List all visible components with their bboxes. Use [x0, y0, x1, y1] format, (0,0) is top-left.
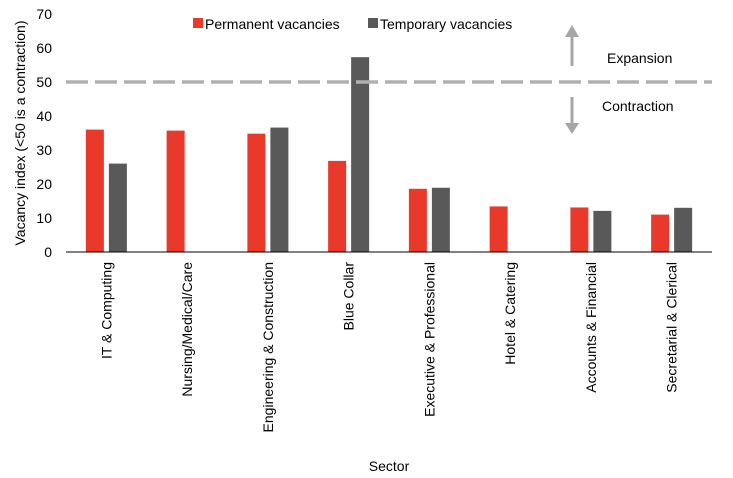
bar-permanent — [408, 188, 427, 252]
bar-marks — [85, 57, 693, 253]
x-tick-label: Hotel & Catering — [502, 262, 518, 365]
bar-permanent — [570, 207, 589, 252]
x-tick-label: Secretarial & Clerical — [664, 262, 680, 393]
x-tick-label: Blue Collar — [341, 262, 357, 331]
y-tick-label: 50 — [36, 74, 52, 90]
y-axis-title: Vacancy index (<50 is a contraction) — [12, 20, 28, 245]
y-tick-label: 10 — [36, 210, 52, 226]
bar-temporary — [351, 57, 370, 253]
y-tick-label: 60 — [36, 40, 52, 56]
bar-temporary — [431, 187, 450, 252]
up-arrow-icon — [565, 25, 579, 66]
bar-permanent — [166, 130, 185, 252]
legend-label-temporary: Temporary vacancies — [380, 16, 512, 32]
legend-swatch-temporary — [368, 18, 378, 28]
bar-permanent — [85, 129, 104, 252]
y-tick-label: 30 — [36, 142, 52, 158]
x-tick-label: Nursing/Medical/Care — [179, 262, 195, 397]
bar-temporary — [593, 210, 612, 252]
contraction-label: Contraction — [602, 98, 674, 114]
x-tick-label: Executive & Professional — [421, 262, 437, 417]
x-axis-title: Sector — [369, 458, 410, 474]
y-tick-label: 20 — [36, 176, 52, 192]
x-tick-label: Engineering & Construction — [260, 262, 276, 432]
bar-temporary — [270, 127, 289, 252]
legend: Permanent vacancies Temporary vacancies — [193, 16, 512, 32]
expansion-label: Expansion — [607, 50, 672, 66]
bar-permanent — [247, 133, 266, 252]
expansion-contraction-annotation: Expansion Contraction — [565, 25, 674, 134]
bar-temporary — [108, 163, 127, 252]
legend-label-permanent: Permanent vacancies — [205, 16, 340, 32]
y-tick-label: 40 — [36, 108, 52, 124]
legend-swatch-permanent — [193, 18, 203, 28]
y-axis-ticks: 0 10 20 30 40 50 60 70 — [36, 6, 52, 260]
bar-permanent — [651, 214, 670, 252]
x-tick-label: Accounts & Financial — [583, 262, 599, 393]
x-axis-ticks: IT & Computing Nursing/Medical/Care Engine… — [98, 262, 679, 433]
y-tick-label: 70 — [36, 6, 52, 22]
y-tick-label: 0 — [44, 244, 52, 260]
x-tick-label: IT & Computing — [98, 262, 114, 359]
bar-permanent — [328, 160, 347, 252]
bar-temporary — [674, 207, 693, 252]
bar-permanent — [489, 206, 508, 252]
down-arrow-icon — [565, 97, 579, 134]
